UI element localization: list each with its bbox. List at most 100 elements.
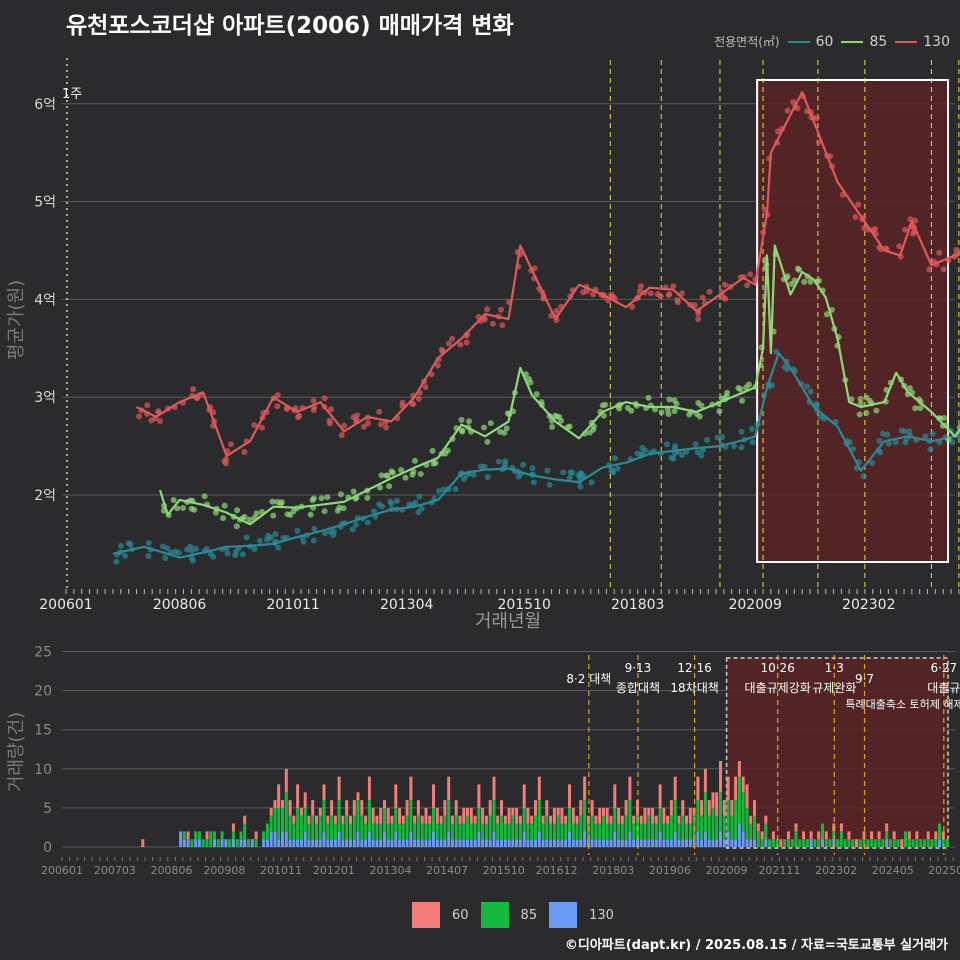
volume-bar-85 <box>843 839 847 847</box>
volume-bar-130 <box>938 839 941 847</box>
volume-bar-85 <box>885 831 889 840</box>
price-point-85 <box>645 394 652 401</box>
volume-bar-85 <box>753 815 756 840</box>
price-point-85 <box>417 471 424 477</box>
price-line-130 <box>136 90 960 457</box>
price-y-tick: 3억 <box>34 390 56 406</box>
volume-bar-60 <box>545 800 549 816</box>
price-point-60 <box>452 486 459 493</box>
volume-bar-130 <box>277 839 281 847</box>
price-point-60 <box>502 461 509 468</box>
volume-bar-130 <box>605 839 609 847</box>
volume-bar-85 <box>575 823 579 840</box>
volume-bar-85 <box>662 823 666 840</box>
volume-bar-85 <box>579 815 583 840</box>
price-point-60 <box>481 463 488 470</box>
volume-bar-130 <box>568 831 571 847</box>
volume-bar-85 <box>507 823 511 840</box>
volume-bar-85 <box>666 823 670 840</box>
volume-bar-60 <box>847 831 851 840</box>
price-highlight-region <box>756 79 950 563</box>
volume-bar-85 <box>771 839 775 847</box>
volume-bar-60 <box>613 784 617 808</box>
volume-bar-85 <box>703 792 707 832</box>
volume-bar-60 <box>273 800 277 808</box>
volume-bar-60 <box>450 815 454 824</box>
price-point-60 <box>243 534 250 541</box>
volume-bar-130 <box>477 831 481 847</box>
volume-bar-60 <box>809 831 813 840</box>
price-point-85 <box>873 407 880 414</box>
volume-swatch-60 <box>412 902 440 928</box>
volume-y-tick: 10 <box>34 762 52 778</box>
volume-bar-60 <box>696 776 700 801</box>
price-point-85 <box>253 510 260 517</box>
volume-policy-sublabel: 특례대출축소 토허제 해제 <box>845 697 960 711</box>
price-point-130 <box>912 217 919 224</box>
volume-bar-85 <box>892 839 896 847</box>
volume-bar-85 <box>401 823 405 840</box>
volume-bar-85 <box>922 839 926 847</box>
volume-bar-130 <box>296 839 300 847</box>
price-point-85 <box>956 424 960 431</box>
volume-bar-60 <box>688 807 692 824</box>
volume-bar-130 <box>681 839 685 847</box>
price-point-85 <box>277 501 284 507</box>
volume-bar-60 <box>322 784 326 800</box>
volume-bar-60 <box>473 815 477 824</box>
price-point-130 <box>241 449 248 455</box>
volume-bar-85 <box>851 839 855 847</box>
volume-legend-item-85: 85 <box>480 902 538 928</box>
price-point-85 <box>590 426 597 433</box>
volume-bar-130 <box>375 839 379 847</box>
price-legend-label-60: 60 <box>815 33 834 50</box>
volume-bar-60 <box>926 831 930 840</box>
volume-bar-85 <box>711 807 715 840</box>
price-point-85 <box>695 400 702 406</box>
volume-bar-60 <box>390 815 394 824</box>
volume-bar-130 <box>265 839 269 847</box>
volume-bar-85 <box>228 839 232 847</box>
volume-bar-130 <box>579 839 583 847</box>
price-point-85 <box>337 491 344 498</box>
price-point-60 <box>885 440 892 447</box>
price-point-60 <box>672 443 679 449</box>
volume-bar-85 <box>654 823 658 840</box>
volume-bar-85 <box>477 807 481 832</box>
volume-bar-85 <box>564 823 568 840</box>
volume-bar-130 <box>571 839 575 847</box>
price-point-60 <box>327 529 334 535</box>
price-point-130 <box>852 214 859 220</box>
volume-bar-60 <box>420 815 424 824</box>
volume-bar-85 <box>292 823 296 840</box>
price-point-85 <box>459 428 466 435</box>
volume-bar-130 <box>360 839 364 847</box>
volume-bar-85 <box>866 839 870 847</box>
price-point-60 <box>929 430 936 437</box>
volume-bar-60 <box>602 807 605 816</box>
volume-bar-130 <box>685 839 688 847</box>
volume-bar-130 <box>197 839 201 847</box>
volume-bar-85 <box>458 823 462 840</box>
volume-bar-130 <box>511 839 515 847</box>
volume-bar-85 <box>549 823 553 840</box>
price-point-85 <box>241 513 248 520</box>
volume-bar-60 <box>345 800 349 816</box>
volume-bar-130 <box>832 839 836 847</box>
price-legend-label-85: 85 <box>869 33 888 50</box>
volume-bar-85 <box>919 839 923 847</box>
volume-legend-label-85: 85 <box>520 907 538 923</box>
volume-bar-85 <box>677 823 681 840</box>
volume-bar-60 <box>424 807 428 824</box>
volume-bar-130 <box>885 839 889 847</box>
volume-bar-85 <box>628 800 632 832</box>
price-point-60 <box>609 467 616 474</box>
price-point-85 <box>364 494 371 501</box>
volume-policy-label: 10·26 <box>760 661 794 675</box>
volume-bar-85 <box>281 807 284 832</box>
volume-bar-130 <box>719 831 722 847</box>
volume-bar-85 <box>273 807 277 832</box>
volume-bar-85 <box>311 815 315 840</box>
price-point-85 <box>412 457 418 464</box>
volume-bar-130 <box>262 839 266 847</box>
